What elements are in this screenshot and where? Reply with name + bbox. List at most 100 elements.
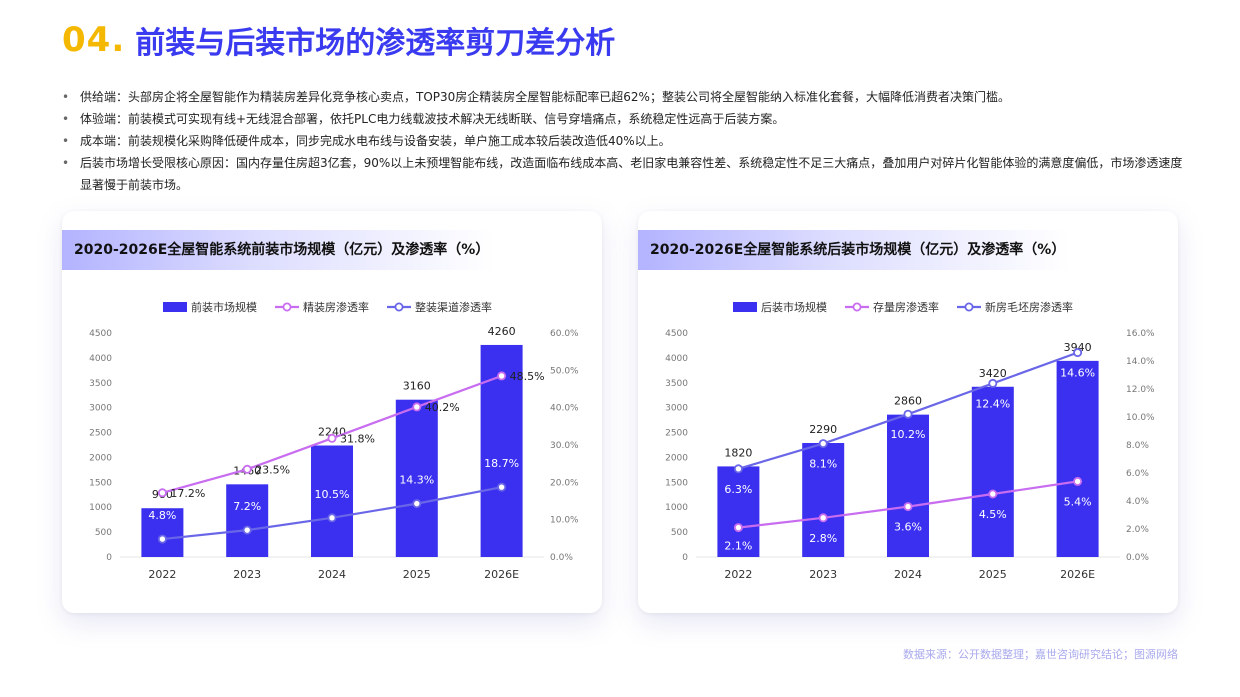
y-right-tick-label: 0.0% bbox=[550, 553, 573, 563]
line-value-label: 48.5% bbox=[510, 370, 545, 383]
line-point bbox=[412, 402, 422, 412]
y-left-tick-label: 3500 bbox=[665, 379, 688, 389]
line-point bbox=[988, 378, 998, 388]
y-left-tick-label: 3000 bbox=[89, 404, 112, 414]
legend-label: 精装房渗透率 bbox=[303, 300, 369, 314]
y-right-tick-label: 10.0% bbox=[1126, 413, 1155, 423]
y-left-tick-label: 1500 bbox=[665, 478, 688, 488]
line-value-label: 5.4% bbox=[1064, 495, 1092, 508]
legend-label: 整装渠道渗透率 bbox=[415, 300, 492, 314]
y-right-tick-label: 40.0% bbox=[550, 404, 579, 414]
y-left-tick-label: 500 bbox=[671, 528, 688, 538]
y-left-tick-label: 0 bbox=[106, 553, 112, 563]
line-point bbox=[157, 534, 167, 544]
chart-card-after: 2020-2026E全屋智能系统后装市场规模（亿元）及渗透率（%） 0 500 10… bbox=[638, 211, 1178, 613]
bar-value-label: 3940 bbox=[1064, 341, 1092, 354]
line-point bbox=[327, 433, 337, 443]
line-value-label: 23.5% bbox=[255, 463, 290, 476]
y-right-tick-label: 6.0% bbox=[1126, 469, 1149, 479]
y-left-tick-label: 4500 bbox=[665, 329, 688, 339]
bar bbox=[226, 484, 269, 557]
x-tick-label: 2026E bbox=[1060, 568, 1095, 581]
y-right-tick-label: 0.0% bbox=[1126, 553, 1149, 563]
line-point bbox=[903, 502, 913, 512]
legend-label: 前装市场规模 bbox=[191, 300, 257, 314]
y-left-tick-label: 1500 bbox=[89, 478, 112, 488]
y-right-tick-label: 20.0% bbox=[550, 478, 579, 488]
bar-value-label: 2290 bbox=[809, 423, 837, 436]
line-value-label: 10.5% bbox=[315, 488, 350, 501]
y-left-tick-label: 500 bbox=[95, 528, 112, 538]
line-value-label: 12.4% bbox=[975, 397, 1010, 410]
legend-label: 存量房渗透率 bbox=[873, 300, 939, 314]
line-value-label: 18.7% bbox=[484, 457, 519, 470]
bar bbox=[971, 386, 1014, 557]
y-left-tick-label: 2500 bbox=[665, 429, 688, 439]
line-value-label: 10.2% bbox=[891, 428, 926, 441]
line-point bbox=[327, 513, 337, 523]
line-value-label: 4.8% bbox=[148, 509, 176, 522]
y-left-tick-label: 4000 bbox=[89, 354, 112, 364]
y-right-tick-label: 14.0% bbox=[1126, 357, 1155, 367]
line-point bbox=[157, 488, 167, 498]
bar bbox=[1056, 360, 1099, 557]
legend-label: 新房毛坯房渗透率 bbox=[985, 300, 1073, 314]
line-point bbox=[818, 439, 828, 449]
x-tick-label: 2026E bbox=[484, 568, 519, 581]
y-right-tick-label: 10.0% bbox=[550, 516, 579, 526]
line-value-label: 6.3% bbox=[724, 483, 752, 496]
bullet-item: 体验端：前装模式可实现有线+无线混合部署，依托PLC电力线载波技术解决无线断联、… bbox=[62, 108, 1192, 130]
y-right-tick-label: 16.0% bbox=[1126, 329, 1155, 339]
y-left-tick-label: 4500 bbox=[89, 329, 112, 339]
legend-swatch-marker bbox=[964, 302, 974, 312]
bar bbox=[717, 466, 760, 557]
page-title: 04. 前装与后装市场的渗透率剪刀差分析 bbox=[62, 18, 615, 62]
x-tick-label: 2022 bbox=[724, 568, 752, 581]
bullet-item: 后装市场增长受限核心原因：国内存量住房超3亿套，90%以上未预埋智能布线，改造面… bbox=[62, 152, 1192, 196]
line-value-label: 14.3% bbox=[399, 474, 434, 487]
chart-title: 2020-2026E全屋智能系统前装市场规模（亿元）及渗透率（%） bbox=[74, 242, 490, 258]
front-market-chart: 0 500 1000 1500 2000 2500 3000 3500 4000 4500 0.0%… bbox=[89, 300, 579, 581]
bar bbox=[887, 414, 929, 557]
legend-swatch-marker bbox=[394, 302, 404, 312]
y-right-tick-label: 4.0% bbox=[1126, 497, 1149, 507]
line-value-label: 2.8% bbox=[809, 532, 837, 545]
line-value-label: 3.6% bbox=[894, 521, 922, 534]
after-market-chart: 0 500 1000 1500 2000 2500 3000 3500 4000 4500 0.0%… bbox=[665, 300, 1155, 581]
x-tick-label: 2025 bbox=[979, 568, 1007, 581]
chart-header: 2020-2026E全屋智能系统前装市场规模（亿元）及渗透率（%） bbox=[62, 230, 602, 270]
x-tick-label: 2024 bbox=[318, 568, 346, 581]
bullet-item: 供给端：头部房企将全屋智能作为精装房差异化竞争核心卖点，TOP30房企精装房全屋… bbox=[62, 86, 1192, 108]
line-value-label: 17.2% bbox=[170, 487, 205, 500]
line-value-label: 2.1% bbox=[724, 540, 752, 553]
bar-value-label: 2860 bbox=[894, 395, 922, 408]
chart-title: 2020-2026E全屋智能系统后装市场规模（亿元）及渗透率（%） bbox=[650, 242, 1066, 258]
line-point bbox=[988, 489, 998, 499]
y-right-tick-label: 50.0% bbox=[550, 366, 579, 376]
x-tick-label: 2022 bbox=[148, 568, 176, 581]
y-right-tick-label: 12.0% bbox=[1126, 385, 1155, 395]
bar-value-label: 3420 bbox=[979, 367, 1007, 380]
y-right-tick-label: 30.0% bbox=[550, 441, 579, 451]
line-point bbox=[412, 499, 422, 509]
line-point bbox=[1073, 348, 1083, 358]
line-point bbox=[242, 525, 252, 535]
line-value-label: 4.5% bbox=[979, 508, 1007, 521]
section-number: 04. bbox=[62, 20, 126, 60]
legend-swatch-bar bbox=[163, 302, 187, 312]
y-right-tick-label: 60.0% bbox=[550, 329, 579, 339]
bullet-item: 成本端：前装规模化采购降低硬件成本，同步完成水电布线与设备安装，单户施工成本较后… bbox=[62, 130, 1192, 152]
line-point bbox=[242, 464, 252, 474]
bar bbox=[141, 508, 184, 557]
x-tick-label: 2023 bbox=[233, 568, 261, 581]
line-point bbox=[497, 482, 507, 492]
y-right-tick-label: 8.0% bbox=[1126, 441, 1149, 451]
x-tick-label: 2023 bbox=[809, 568, 837, 581]
y-left-tick-label: 1000 bbox=[665, 503, 688, 513]
bar-value-label: 4260 bbox=[488, 325, 516, 338]
x-tick-label: 2025 bbox=[403, 568, 431, 581]
y-left-tick-label: 0 bbox=[682, 553, 688, 563]
y-left-tick-label: 3500 bbox=[89, 379, 112, 389]
y-left-tick-label: 3000 bbox=[665, 404, 688, 414]
line-value-label: 31.8% bbox=[340, 432, 375, 445]
